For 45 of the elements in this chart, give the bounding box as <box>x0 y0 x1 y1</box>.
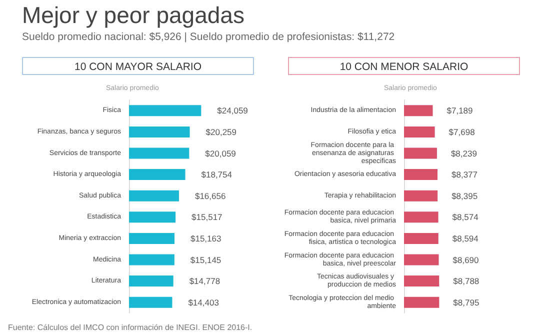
bar <box>404 126 435 138</box>
data-label: $15,517 <box>192 212 223 222</box>
bar <box>129 105 202 116</box>
data-label: $15,163 <box>190 233 222 244</box>
bar <box>404 296 440 308</box>
data-label: $8,594 <box>452 233 479 244</box>
bar <box>404 148 437 159</box>
bar <box>404 232 438 244</box>
bar <box>129 190 179 202</box>
data-label: $16,656 <box>194 190 226 201</box>
bar <box>404 190 438 202</box>
data-label: $8,690 <box>452 254 480 265</box>
data-label: $20,259 <box>206 126 237 137</box>
data-label: $8,377 <box>452 170 478 180</box>
bar <box>129 212 176 223</box>
bar <box>404 169 438 180</box>
data-label: $8,795 <box>453 297 480 308</box>
data-label: $15,145 <box>190 254 222 265</box>
bar <box>129 169 186 180</box>
data-label: $7,189 <box>446 106 474 116</box>
data-label: $18,754 <box>201 170 232 180</box>
bar <box>129 254 174 266</box>
bar <box>129 296 172 308</box>
bar <box>404 212 438 223</box>
data-label: $7,698 <box>448 126 476 137</box>
data-label: $8,574 <box>452 212 479 222</box>
bar <box>404 276 440 287</box>
chart-subtitle: Sueldo promedio nacional: $5,926 | Sueldo promedio de profesionistas: $11,272 <box>22 31 395 43</box>
data-label: $14,403 <box>188 297 220 308</box>
data-label: $8,395 <box>452 190 478 201</box>
bar <box>129 276 174 287</box>
source-note: Fuente: Cálculos del IMCO con información de INEGI. ENOE 2016-I. <box>8 323 252 332</box>
chart-title: 10 CON MENOR SALARIO <box>288 57 520 75</box>
data-label: $8,788 <box>453 276 480 286</box>
bar <box>404 105 433 116</box>
bar <box>129 126 190 138</box>
data-label: $20,059 <box>205 148 236 158</box>
bar <box>129 148 190 159</box>
bar <box>404 254 439 266</box>
data-label: $14,778 <box>189 276 220 286</box>
data-label: $24,059 <box>217 106 248 116</box>
bar <box>129 232 174 244</box>
text: 10 CON MAYOR SALARIO <box>22 57 254 75</box>
data-label: $8,239 <box>450 148 478 158</box>
chart-title: Mejor y peor pagadas <box>22 2 244 29</box>
